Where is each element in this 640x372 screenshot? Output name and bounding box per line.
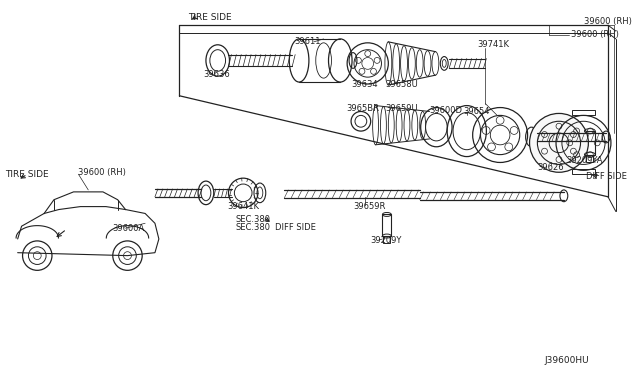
Text: 39600 (RH): 39600 (RH) [79,168,126,177]
Text: 39741K: 39741K [477,40,509,49]
Text: 39611: 39611 [294,37,321,46]
Text: 39659R: 39659R [353,202,385,211]
Text: TIRE SIDE: TIRE SIDE [188,13,232,22]
Bar [572,110,595,115]
Text: 39209YA: 39209YA [566,156,602,165]
Text: 39600A: 39600A [113,224,145,232]
Text: 39626: 39626 [538,163,564,172]
Text: 39659U: 39659U [385,104,418,113]
Bar [383,214,391,236]
Bar [572,169,595,174]
Text: 3965BR: 3965BR [346,104,379,113]
Text: 39636: 39636 [203,70,230,79]
Bar [383,236,390,243]
Text: SEC.380: SEC.380 [236,215,270,224]
Text: 39654: 39654 [463,107,490,116]
Bar [586,155,593,163]
Text: SEC.380: SEC.380 [236,223,270,232]
Text: J39600HU: J39600HU [544,356,589,365]
Text: 39641K: 39641K [227,202,259,211]
Text: TIRE SIDE: TIRE SIDE [5,170,49,179]
Text: 39634: 39634 [351,80,378,89]
Text: DIFF SIDE: DIFF SIDE [275,223,316,232]
Text: 39209Y: 39209Y [371,237,402,246]
Text: 39658U: 39658U [385,80,418,89]
Text: DIFF SIDE: DIFF SIDE [586,172,627,181]
Bar [584,131,595,155]
Circle shape [529,113,588,172]
Text: 39600D: 39600D [429,106,463,115]
Text: 39600 (RH): 39600 (RH) [571,31,619,39]
Text: 39600 (RH): 39600 (RH) [584,17,632,26]
